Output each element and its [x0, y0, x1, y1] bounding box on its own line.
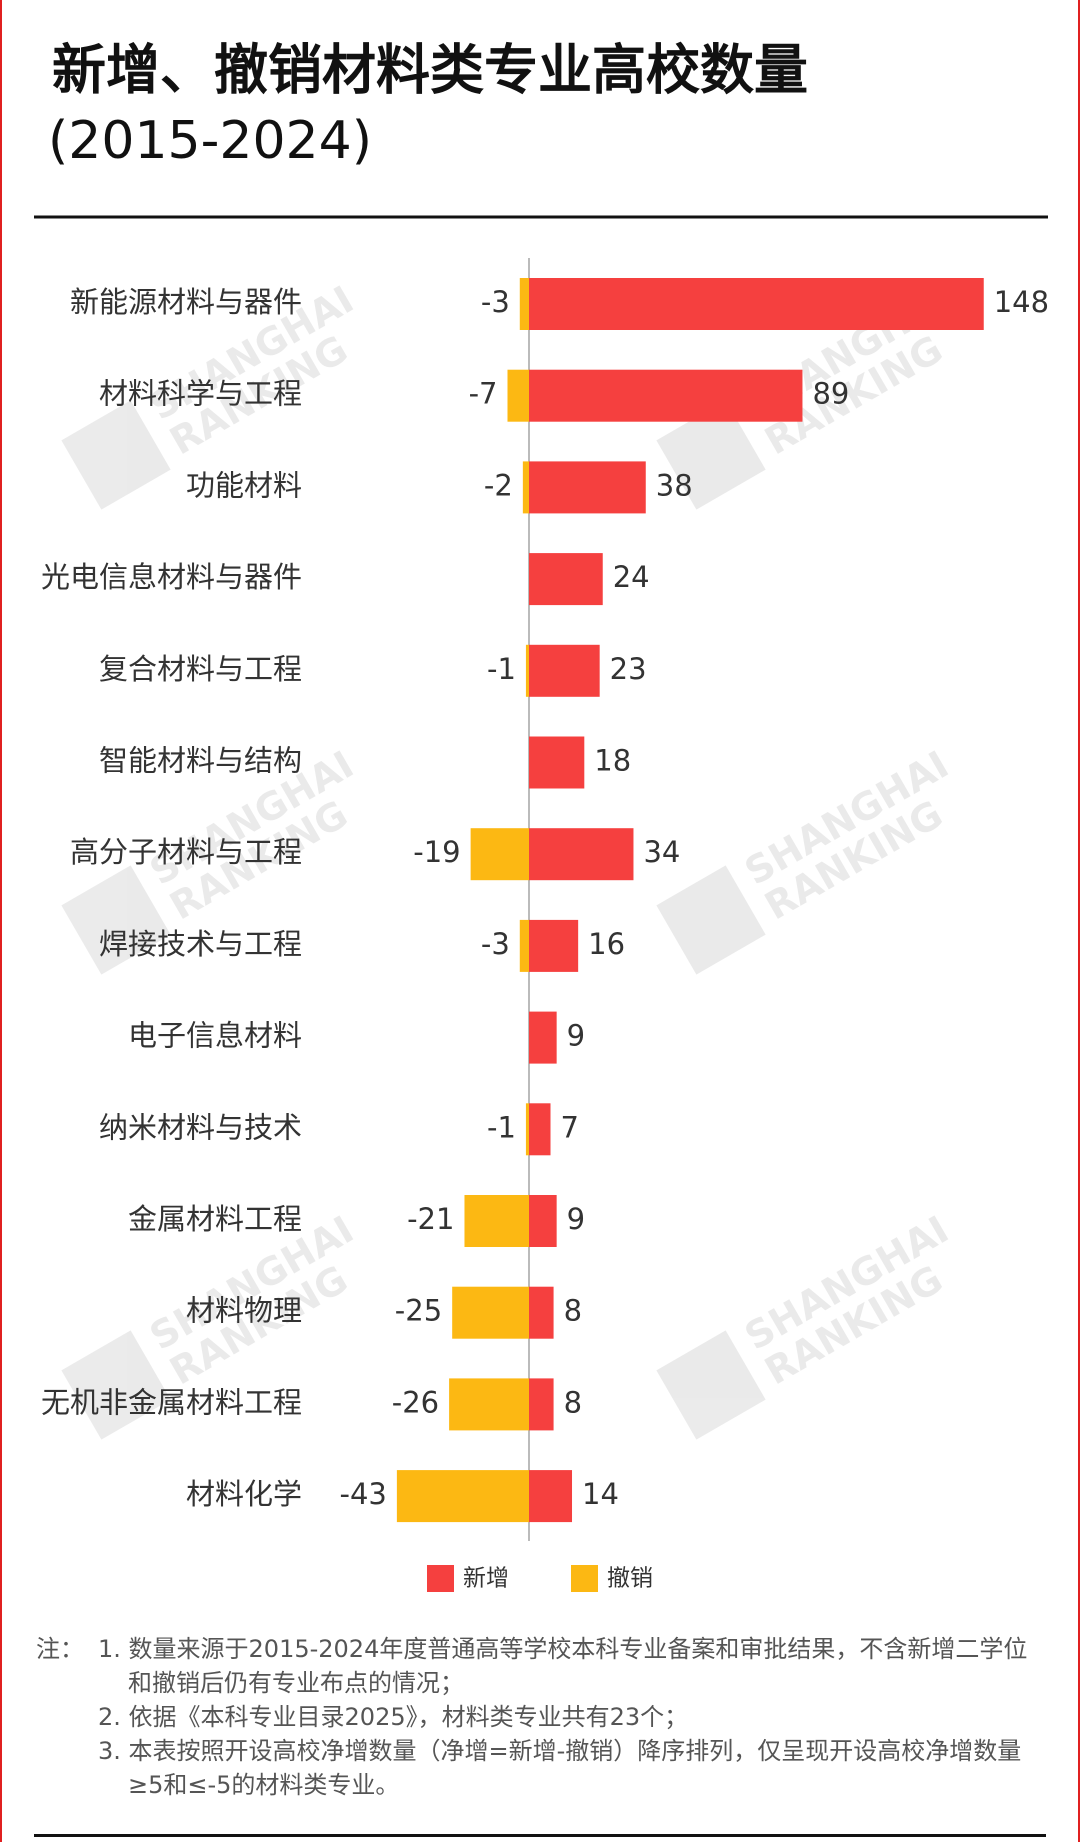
- value-label: 34: [643, 835, 680, 869]
- chart: 新增、撤销材料类专业高校数量 (2015-2024) SHANGHAIRANKI…: [34, 39, 1049, 1592]
- value-label: -2: [484, 468, 513, 502]
- watermark-logo: [656, 1330, 766, 1440]
- bar: [529, 461, 646, 514]
- bar: [452, 1286, 529, 1339]
- value-label: -3: [481, 285, 510, 319]
- category-label: 材料化学: [186, 1477, 302, 1511]
- bar: [529, 919, 579, 972]
- bar: [529, 828, 634, 881]
- value-label: 23: [610, 652, 647, 686]
- bottom-rule: [34, 1834, 1046, 1837]
- bar: [529, 1195, 557, 1247]
- bar: [529, 1011, 557, 1064]
- category-label: 智能材料与结构: [99, 744, 302, 778]
- value-label: -25: [395, 1294, 442, 1328]
- value-label: 14: [582, 1477, 619, 1511]
- bar: [519, 278, 529, 330]
- bar: [525, 644, 529, 697]
- bar: [529, 278, 984, 330]
- bar: [464, 1195, 529, 1247]
- category-label: 纳米材料与技术: [99, 1110, 302, 1144]
- note-item: 3. 本表按照开设高校净增数量（净增=新增-撤销）降序排列，仅呈现开设高校净增数…: [98, 1737, 1022, 1799]
- bar: [529, 644, 600, 697]
- category-label: 功能材料: [186, 468, 302, 502]
- category-label: 高分子材料与工程: [70, 835, 302, 869]
- category-label: 无机非金属材料工程: [41, 1385, 302, 1419]
- bar: [529, 1378, 554, 1431]
- value-label: -43: [340, 1477, 387, 1511]
- bar: [529, 736, 585, 789]
- watermark-logo: [656, 400, 766, 510]
- value-label: -19: [413, 835, 460, 869]
- value-label: 148: [994, 285, 1049, 319]
- chart-title: 新增、撤销材料类专业高校数量: [52, 39, 808, 102]
- bar: [507, 369, 529, 422]
- value-label: 8: [564, 1385, 582, 1419]
- value-label: 9: [567, 1202, 585, 1236]
- value-label: 16: [588, 927, 625, 961]
- bar: [529, 1286, 554, 1339]
- note-item: 1. 数量来源于2015-2024年度普通高等学校本科专业备案和审批结果，不含新…: [98, 1635, 1028, 1697]
- bar: [396, 1470, 529, 1523]
- value-label: 38: [656, 468, 693, 502]
- watermark-logo: [656, 865, 766, 975]
- value-label: 7: [561, 1110, 579, 1144]
- value-label: 89: [812, 377, 849, 411]
- legend-swatch: [427, 1565, 454, 1592]
- value-label: -1: [487, 652, 516, 686]
- category-label: 新能源材料与器件: [70, 285, 302, 319]
- value-label: 9: [567, 1019, 585, 1053]
- watermark-logo: [61, 1330, 171, 1440]
- bar: [529, 1470, 573, 1523]
- bar: [522, 461, 529, 514]
- category-label: 焊接技术与工程: [99, 927, 302, 961]
- value-label: 18: [594, 744, 631, 778]
- category-label: 材料科学与工程: [99, 377, 302, 411]
- value-label: 24: [613, 560, 650, 594]
- bar: [449, 1378, 529, 1431]
- notes: 注： 1. 数量来源于2015-2024年度普通高等学校本科专业备案和审批结果，…: [36, 1632, 1046, 1802]
- note-item: 2. 依据《本科专业目录2025》，材料类专业共有23个；: [98, 1703, 689, 1731]
- bar: [519, 919, 529, 972]
- value-label: -26: [392, 1385, 439, 1419]
- value-label: -21: [407, 1202, 454, 1236]
- watermark-logo: [61, 400, 171, 510]
- category-label: 材料物理: [186, 1294, 302, 1328]
- watermark-logo: [61, 865, 171, 975]
- bar: [529, 369, 803, 422]
- category-label: 光电信息材料与器件: [41, 560, 302, 594]
- legend-swatch: [571, 1565, 598, 1592]
- value-label: -3: [481, 927, 510, 961]
- category-label: 电子信息材料: [128, 1019, 302, 1053]
- legend-label: 撤销: [607, 1566, 653, 1592]
- value-label: -7: [469, 377, 498, 411]
- value-label: 8: [564, 1294, 582, 1328]
- bar: [529, 1103, 551, 1156]
- category-label: 复合材料与工程: [99, 652, 302, 686]
- category-label: 金属材料工程: [128, 1202, 302, 1236]
- bar: [529, 553, 603, 606]
- legend-label: 新增: [463, 1566, 509, 1592]
- bar: [525, 1103, 529, 1156]
- bar: [470, 828, 529, 881]
- chart-subtitle: (2015-2024): [48, 111, 372, 171]
- value-label: -1: [487, 1110, 516, 1144]
- notes-label: 注：: [36, 1635, 84, 1663]
